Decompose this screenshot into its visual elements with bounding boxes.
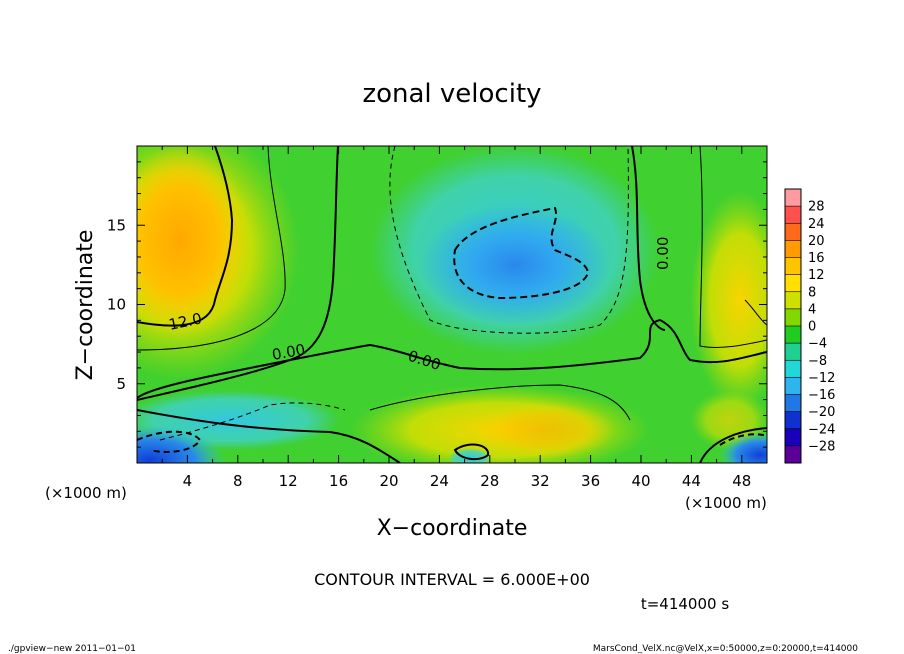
footer-right: MarsCond_VelX.nc@VelX,x=0:50000,z=0:2000… <box>593 644 858 654</box>
colorbar-segment <box>785 343 801 361</box>
y-tick-label: 10 <box>107 296 126 314</box>
x-axis-label: X−coordinate <box>377 516 528 541</box>
y-axis: 5 10 15 <box>107 161 767 448</box>
x-tick-label: 48 <box>732 472 751 490</box>
x-tick-label: 40 <box>631 472 650 490</box>
chart-title: zonal velocity <box>362 79 541 109</box>
colorbar-segment <box>785 223 801 241</box>
colorbar-segment <box>785 291 801 310</box>
x-tick-label: 16 <box>329 472 348 490</box>
colorbar-label: 28 <box>808 200 825 215</box>
contour-interval: CONTOUR INTERVAL = 6.000E+00 <box>314 570 590 589</box>
colorbar-segment <box>785 189 801 207</box>
footer-left: ./gpview−new 2011−01−01 <box>8 644 136 654</box>
contour-label-zero-right: 0.00 <box>654 237 672 270</box>
x-tick-label: 20 <box>379 472 398 490</box>
contour-label-zero-left: 0.00 <box>271 340 307 364</box>
colorbar-label: 16 <box>808 251 825 266</box>
colorbar: 28 24 20 16 12 8 4 0 −4 −8 −12 −16 −20 −24 −28 <box>784 188 835 464</box>
colorbar-label: −8 <box>808 354 827 369</box>
colorbar-label: 0 <box>808 320 816 335</box>
colorbar-segment <box>785 445 801 464</box>
colorbar-label: −20 <box>808 405 835 420</box>
colorbar-segment <box>785 411 801 430</box>
colorbar-label: −24 <box>808 422 835 437</box>
colorbar-label: 24 <box>808 217 825 232</box>
x-unit-left: (×1000 m) <box>45 484 127 502</box>
colorbar-label: −4 <box>808 337 827 352</box>
y-axis-label: Z−coordinate <box>73 230 98 381</box>
contour-lines <box>137 146 767 463</box>
colorbar-label: 8 <box>808 285 816 300</box>
colorbar-label: −16 <box>808 388 835 403</box>
y-tick-label: 5 <box>116 375 126 393</box>
colorbar-label: 20 <box>808 234 825 249</box>
colorbar-segment <box>785 377 801 395</box>
colorbar-segment <box>785 257 801 276</box>
colorbar-label: 12 <box>808 268 825 283</box>
colorbar-segment <box>785 206 801 224</box>
colorbar-label: −28 <box>808 439 835 454</box>
x-axis: 4 8 12 16 20 24 28 32 36 40 44 48 <box>161 146 751 490</box>
x-unit-right: (×1000 m) <box>685 494 767 512</box>
x-tick-label: 44 <box>682 472 701 490</box>
y-tick-label: 15 <box>107 216 126 234</box>
colorbar-label: −12 <box>808 371 835 386</box>
x-tick-label: 36 <box>581 472 600 490</box>
colorbar-segment <box>785 428 801 447</box>
colorbar-segment <box>785 326 801 344</box>
x-tick-label: 32 <box>531 472 550 490</box>
colorbar-segment <box>785 240 801 258</box>
colorbar-segment <box>785 308 801 327</box>
x-tick-label: 8 <box>233 472 243 490</box>
colorbar-segment <box>785 360 801 378</box>
colorbar-segment <box>785 394 801 413</box>
x-tick-label: 24 <box>430 472 449 490</box>
x-tick-label: 12 <box>279 472 298 490</box>
colorbar-label: 4 <box>808 302 816 317</box>
x-tick-label: 28 <box>480 472 499 490</box>
x-tick-label: 4 <box>183 472 193 490</box>
velocity-field <box>137 146 767 463</box>
colorbar-segment <box>785 274 801 293</box>
time-label: t=414000 s <box>641 595 729 613</box>
